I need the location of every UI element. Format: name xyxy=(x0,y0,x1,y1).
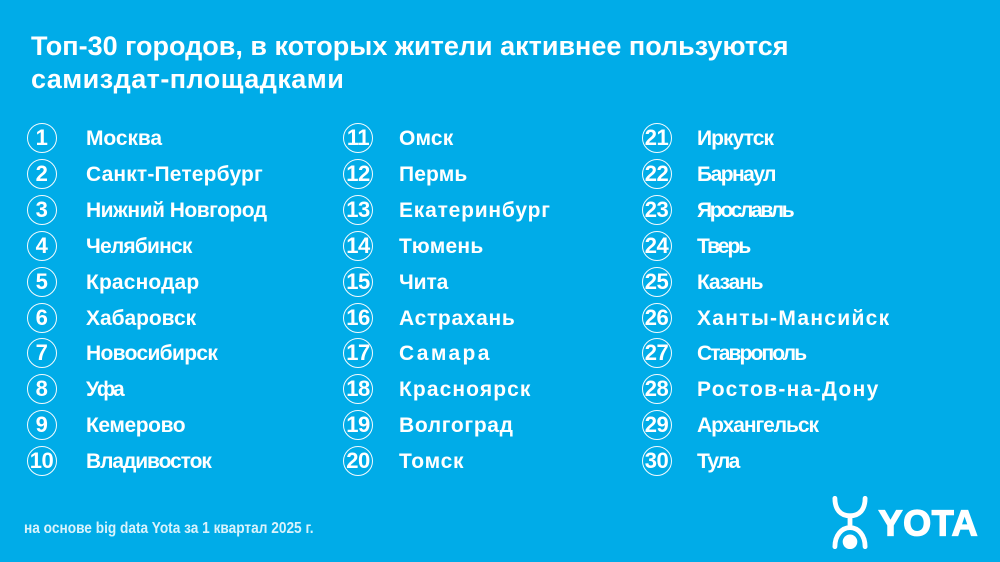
svg-text:YOTA: YOTA xyxy=(879,503,979,544)
